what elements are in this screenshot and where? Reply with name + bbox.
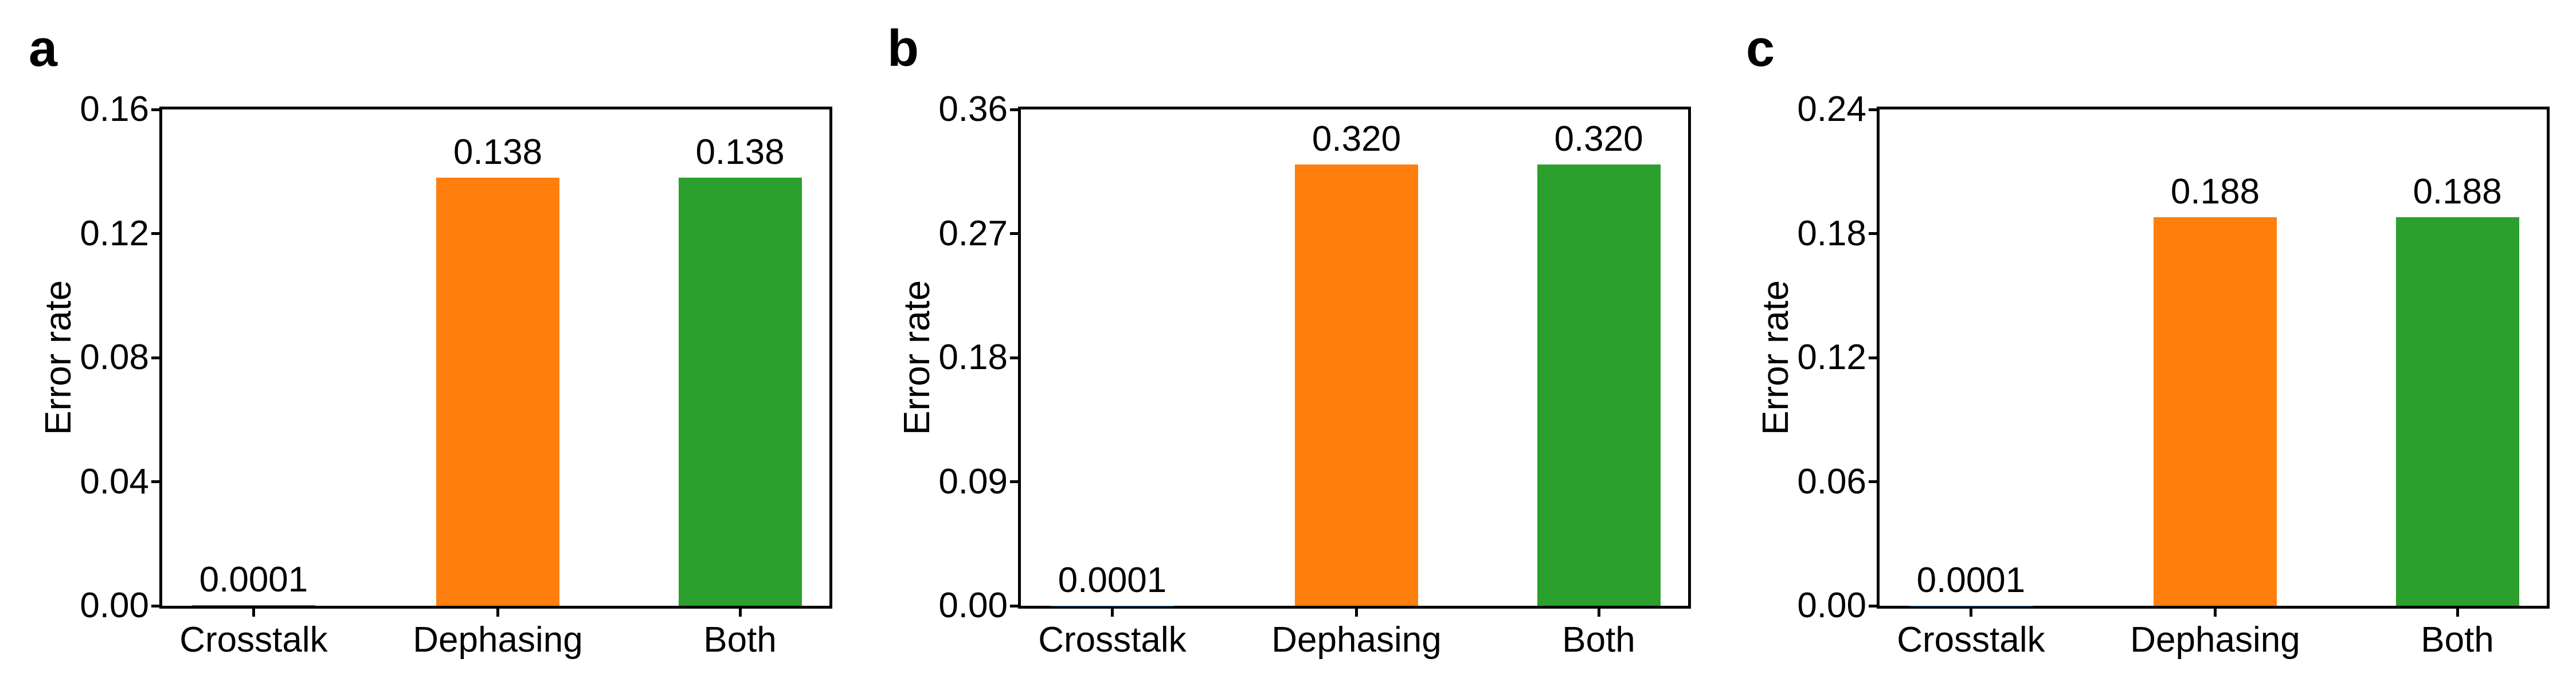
y-tick-label: 0.24 [1797,89,1866,129]
bar-value-label-dephasing: 0.138 [453,132,543,173]
y-tick-mark [1869,232,1877,235]
panel-letter-c: c [1746,20,1775,77]
bar-dephasing-c [2153,217,2277,606]
bar-value-label-both: 0.138 [695,132,785,173]
y-tick-label: 0.16 [80,89,149,129]
y-tick-label: 0.00 [1797,586,1866,625]
bar-value-label-crosstalk: 0.0001 [1058,560,1167,600]
panel-a: a Error rate 0.00 0.04 0.08 0.12 0.16 0.0001 Cro… [0,0,859,682]
y-tick-label: 0.18 [1797,213,1866,253]
plot-area-c: 0.00 0.06 0.12 0.18 0.24 0.0001 Crosstalk 0.188… [1797,92,2550,658]
y-tick-mark [151,480,159,483]
x-tick-label-dephasing: Dephasing [1271,620,1442,660]
panel-letter-b: b [887,20,919,77]
x-tick-label-both: Both [1562,620,1635,660]
y-tick-label: 0.36 [938,89,1008,129]
y-tick-label: 0.06 [1797,461,1866,501]
x-tick-mark [2456,609,2459,617]
x-tick-label-crosstalk: Crosstalk [1038,620,1187,660]
y-tick-mark [1010,232,1018,235]
y-tick-label: 0.27 [938,213,1008,253]
bar-value-label-crosstalk: 0.0001 [1916,560,2026,600]
bar-crosstalk-a [191,605,315,606]
x-tick-mark [2213,609,2217,617]
y-tick-label: 0.09 [938,461,1008,501]
x-tick-mark [252,609,255,617]
y-tick-label: 0.12 [1797,338,1866,377]
panel-b: b Error rate 0.00 0.09 0.18 0.27 0.36 0.0001 Cro… [859,0,1717,682]
bar-both-b [1537,164,1661,606]
x-tick-mark [1110,609,1114,617]
y-tick-mark [151,604,159,607]
bar-value-label-both: 0.320 [1554,119,1643,159]
y-tick-mark [1010,356,1018,359]
bar-value-label-dephasing: 0.320 [1312,119,1401,159]
x-tick-label-both: Both [2421,620,2494,660]
panel-letter-a: a [29,20,58,77]
x-tick-label-crosstalk: Crosstalk [179,620,328,660]
y-axis-title: Error rate [37,280,79,436]
y-tick-label: 0.00 [80,586,149,625]
y-tick-label: 0.18 [938,338,1008,377]
y-tick-mark [151,108,159,111]
x-tick-mark [1969,609,1972,617]
bar-both-a [678,178,802,606]
x-tick-label-crosstalk: Crosstalk [1897,620,2045,660]
y-tick-mark [1010,108,1018,111]
x-tick-label-both: Both [703,620,777,660]
y-tick-label: 0.12 [80,213,149,253]
y-axis-title: Error rate [896,280,937,436]
y-tick-mark [1010,480,1018,483]
x-tick-label-dephasing: Dephasing [413,620,583,660]
plot-area-a: 0.00 0.04 0.08 0.12 0.16 0.0001 Crosstalk 0.138… [80,92,832,658]
panel-c: c Error rate 0.00 0.06 0.12 0.18 0.24 0.0001 Cro… [1717,0,2576,682]
plot-area-b: 0.00 0.09 0.18 0.27 0.36 0.0001 Crosstalk 0.320… [938,92,1691,658]
x-tick-mark [1354,609,1358,617]
y-tick-mark [1010,604,1018,607]
y-tick-label: 0.04 [80,461,149,501]
y-tick-mark [151,356,159,359]
bar-value-label-dephasing: 0.188 [2170,171,2260,211]
x-tick-mark [496,609,499,617]
y-tick-label: 0.00 [938,586,1008,625]
x-tick-label-dephasing: Dephasing [2130,620,2300,660]
y-tick-label: 0.08 [80,338,149,377]
bar-value-label-both: 0.188 [2413,171,2502,211]
bar-dephasing-b [1294,164,1418,606]
y-axis-title: Error rate [1755,280,1796,436]
y-tick-mark [1869,604,1877,607]
bar-value-label-crosstalk: 0.0001 [199,560,308,600]
y-tick-mark [1869,480,1877,483]
y-tick-mark [151,232,159,235]
bar-both-c [2395,217,2519,606]
y-tick-mark [1869,108,1877,111]
bar-dephasing-a [436,178,559,606]
x-tick-mark [1597,609,1600,617]
x-tick-mark [738,609,742,617]
y-tick-mark [1869,356,1877,359]
